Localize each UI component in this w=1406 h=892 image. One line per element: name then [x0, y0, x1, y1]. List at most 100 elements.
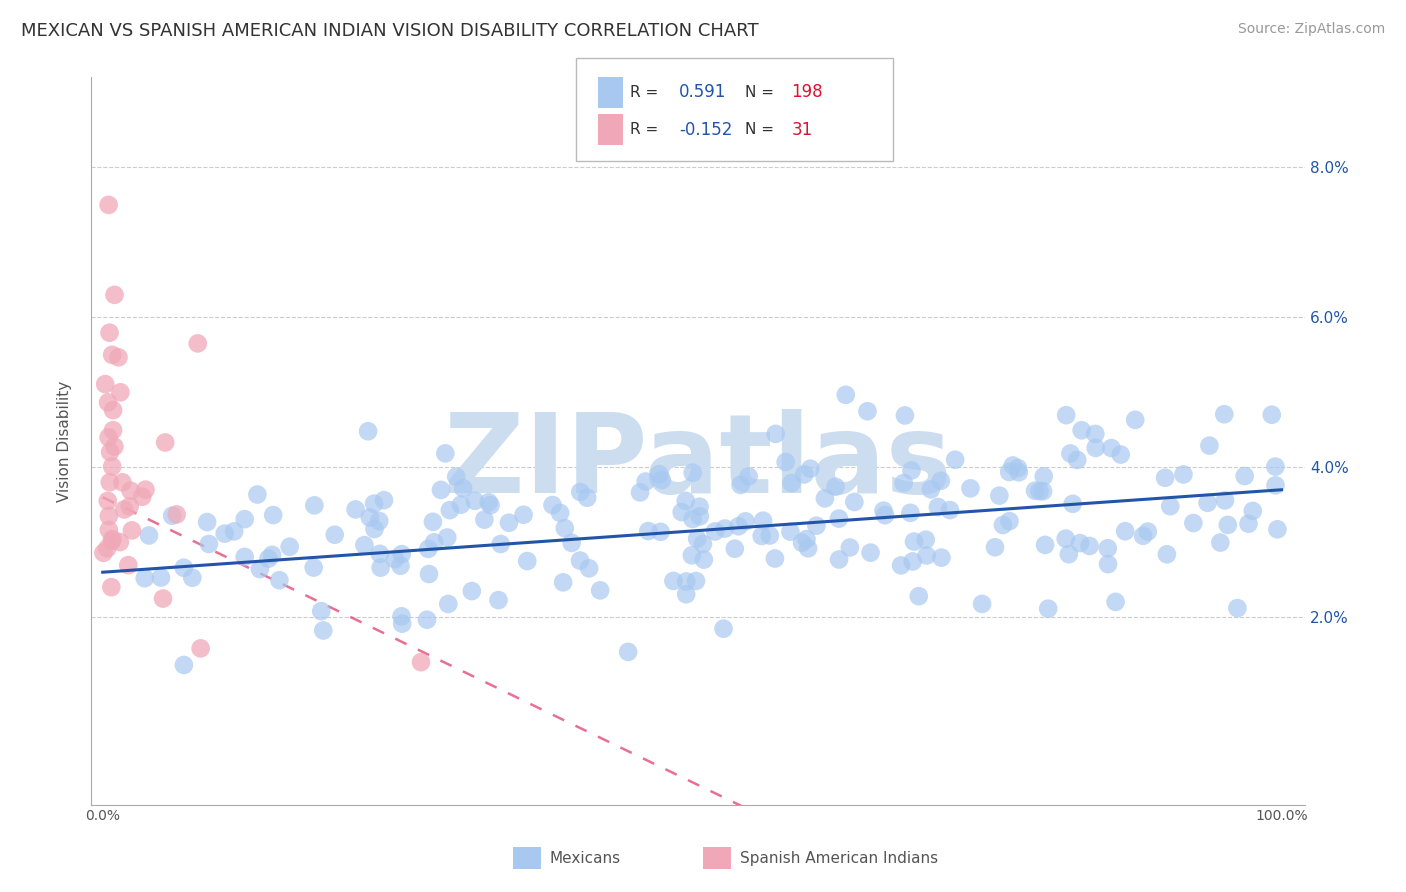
- Point: [1054, 532, 1077, 546]
- Point: [96, 541, 118, 556]
- Point: [257, 551, 280, 566]
- Point: [1114, 524, 1136, 539]
- Point: [569, 553, 592, 567]
- Point: [1226, 601, 1249, 615]
- Point: [1024, 483, 1046, 498]
- Point: [464, 493, 486, 508]
- Point: [903, 534, 925, 549]
- Point: [97, 523, 120, 537]
- Point: [479, 498, 502, 512]
- Point: [373, 493, 395, 508]
- Point: [628, 485, 651, 500]
- Point: [97, 198, 120, 212]
- Point: [1173, 467, 1195, 482]
- Point: [97, 494, 120, 508]
- Point: [461, 584, 484, 599]
- Point: [890, 558, 912, 573]
- Point: [737, 469, 759, 483]
- Point: [195, 515, 218, 529]
- Point: [1069, 536, 1091, 550]
- Point: [844, 495, 866, 509]
- Point: [430, 483, 453, 497]
- Point: [991, 518, 1014, 533]
- Point: [548, 506, 571, 520]
- Point: [134, 483, 156, 497]
- Text: 198: 198: [792, 84, 823, 102]
- Point: [730, 478, 752, 492]
- Point: [246, 487, 269, 501]
- Point: [512, 508, 534, 522]
- Point: [553, 575, 575, 590]
- Point: [901, 554, 924, 568]
- Point: [1008, 465, 1031, 479]
- Point: [1038, 601, 1060, 615]
- Point: [734, 514, 756, 528]
- Point: [101, 348, 124, 362]
- Point: [914, 533, 936, 547]
- Point: [797, 541, 820, 556]
- Point: [907, 589, 929, 603]
- Point: [344, 502, 367, 516]
- Point: [1084, 426, 1107, 441]
- Point: [1097, 541, 1119, 556]
- Point: [370, 560, 392, 574]
- Point: [312, 624, 335, 638]
- Point: [824, 480, 846, 494]
- Point: [1197, 496, 1219, 510]
- Point: [1032, 484, 1054, 499]
- Point: [943, 452, 966, 467]
- Point: [363, 497, 385, 511]
- Point: [262, 508, 284, 522]
- Point: [727, 519, 749, 533]
- Point: [689, 500, 711, 514]
- Point: [249, 562, 271, 576]
- Point: [1062, 497, 1084, 511]
- Point: [1123, 413, 1146, 427]
- Point: [439, 503, 461, 517]
- Point: [107, 351, 129, 365]
- Point: [359, 510, 381, 524]
- Point: [675, 587, 697, 601]
- Point: [97, 508, 120, 523]
- Point: [418, 567, 440, 582]
- Point: [418, 541, 440, 556]
- Point: [1182, 516, 1205, 530]
- Point: [724, 541, 747, 556]
- Point: [873, 508, 896, 523]
- Point: [713, 622, 735, 636]
- Text: Source: ZipAtlas.com: Source: ZipAtlas.com: [1237, 22, 1385, 37]
- Point: [1097, 557, 1119, 571]
- Point: [686, 532, 709, 546]
- Point: [160, 508, 183, 523]
- Point: [269, 573, 291, 587]
- Point: [108, 535, 131, 549]
- Point: [1154, 471, 1177, 485]
- Point: [187, 336, 209, 351]
- Point: [1156, 547, 1178, 561]
- Point: [681, 549, 703, 563]
- Point: [389, 558, 412, 573]
- Point: [589, 583, 612, 598]
- Point: [1213, 407, 1236, 421]
- Point: [1237, 516, 1260, 531]
- Point: [214, 526, 236, 541]
- Point: [894, 409, 917, 423]
- Point: [714, 522, 737, 536]
- Point: [1070, 423, 1092, 437]
- Point: [173, 561, 195, 575]
- Point: [110, 385, 132, 400]
- Point: [759, 528, 782, 542]
- Point: [1104, 595, 1126, 609]
- Point: [134, 571, 156, 585]
- Point: [121, 524, 143, 538]
- Point: [793, 467, 815, 482]
- Point: [368, 547, 391, 561]
- Point: [835, 388, 858, 402]
- Point: [569, 485, 592, 500]
- Point: [451, 481, 474, 495]
- Point: [939, 503, 962, 517]
- Point: [101, 459, 124, 474]
- Text: N =: N =: [745, 122, 779, 137]
- Point: [138, 528, 160, 542]
- Point: [94, 377, 117, 392]
